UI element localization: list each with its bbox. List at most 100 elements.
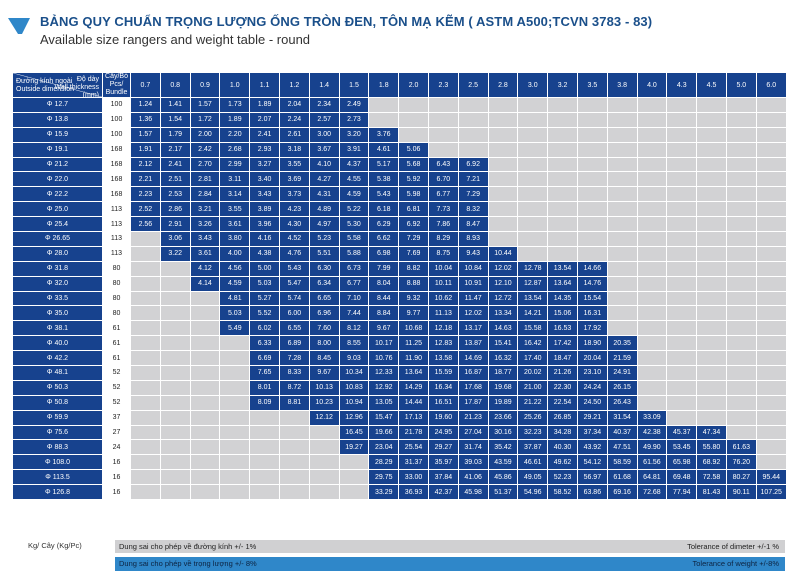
empty-cell xyxy=(666,97,698,113)
table-row: Φ 12.7 100 1.24 1.41 1.57 1.73 1.89 2.04 2.34 2.4… xyxy=(12,97,787,113)
weight-cell: 8.45 xyxy=(308,350,340,367)
weight-cell: 3.80 xyxy=(219,231,251,247)
weight-cell: 27.04 xyxy=(457,424,489,441)
empty-cell xyxy=(636,126,668,143)
empty-cell xyxy=(725,141,757,158)
empty-cell xyxy=(696,156,727,173)
weight-cell: 3.67 xyxy=(308,141,340,158)
empty-cell xyxy=(666,141,698,158)
weight-cell: 12.96 xyxy=(338,409,370,426)
weight-cell: 19.66 xyxy=(368,424,400,441)
empty-cell xyxy=(725,186,757,203)
weight-cell: 21.26 xyxy=(547,365,578,381)
empty-cell xyxy=(487,171,519,188)
weight-cell: 2.84 xyxy=(189,186,221,203)
empty-cell xyxy=(457,111,489,128)
outside-diameter-cell: Φ 42.2 xyxy=(12,350,103,367)
weight-cell: 18.77 xyxy=(487,365,519,381)
empty-cell xyxy=(725,409,757,426)
bundle-count-cell: 100 xyxy=(102,126,131,143)
empty-cell xyxy=(696,260,727,277)
weight-cell: 14.69 xyxy=(457,350,489,367)
weight-cell: 3.22 xyxy=(159,245,191,262)
weight-cell: 4.12 xyxy=(189,260,221,277)
weight-cell: 21.00 xyxy=(517,379,549,396)
table-row: Φ 42.2 61 6.69 7.28 8.45 9.03 10.76 11.90 13.58 1… xyxy=(12,350,787,367)
empty-cell xyxy=(696,97,727,113)
empty-cell xyxy=(308,424,340,441)
empty-cell xyxy=(755,111,787,128)
empty-cell xyxy=(219,379,251,396)
empty-cell xyxy=(696,320,727,337)
empty-cell xyxy=(130,439,161,456)
weight-cell: 8.93 xyxy=(457,231,489,247)
weight-cell: 4.55 xyxy=(338,171,370,188)
weight-cell: 8.29 xyxy=(427,231,459,247)
weight-cell: 2.41 xyxy=(249,126,280,143)
empty-cell xyxy=(189,469,221,486)
weight-cell: 12.87 xyxy=(517,275,549,292)
weight-cell: 8.00 xyxy=(308,335,340,352)
outside-diameter-cell: Φ 75.6 xyxy=(12,424,103,441)
weight-cell: 90.11 xyxy=(725,484,757,501)
weight-cell: 1.72 xyxy=(189,111,221,128)
weight-cell: 19.89 xyxy=(487,394,519,411)
tolerance-diameter-vi: Dung sai cho phép về đường kính +/- 1% xyxy=(119,542,257,551)
thickness-header: 1.5 xyxy=(338,72,370,98)
table-row: Φ 13.8 100 1.36 1.54 1.72 1.89 2.07 2.24 2.57 2.7… xyxy=(12,111,787,128)
empty-cell xyxy=(725,424,757,441)
weight-cell: 32.23 xyxy=(517,424,549,441)
empty-cell xyxy=(189,484,221,501)
weight-cell: 54.12 xyxy=(576,454,608,471)
empty-cell xyxy=(278,424,310,441)
weight-cell: 3.06 xyxy=(159,231,191,247)
weight-cell: 3.55 xyxy=(219,201,251,218)
empty-cell xyxy=(278,469,310,486)
empty-cell xyxy=(666,290,698,307)
empty-cell xyxy=(398,97,429,113)
weight-cell: 22.54 xyxy=(547,394,578,411)
empty-cell xyxy=(636,245,668,262)
empty-cell xyxy=(427,111,459,128)
weight-cell: 1.41 xyxy=(159,97,191,113)
weight-cell: 9.43 xyxy=(457,245,489,262)
tolerance-weight-en: Tolerance of weight +/-8% xyxy=(692,559,779,568)
weight-cell: 17.13 xyxy=(398,409,429,426)
empty-cell xyxy=(189,454,221,471)
outside-diameter-cell: Φ 38.1 xyxy=(12,320,103,337)
weight-cell: 7.29 xyxy=(457,186,489,203)
empty-cell xyxy=(755,260,787,277)
weight-cell: 3.55 xyxy=(278,156,310,173)
table-row: Φ 25.0 113 2.52 2.86 3.21 3.55 3.89 4.23 4.89 5.2… xyxy=(12,201,787,218)
weight-cell: 31.74 xyxy=(457,439,489,456)
weight-cell: 13.17 xyxy=(457,320,489,337)
empty-cell xyxy=(308,469,340,486)
empty-cell xyxy=(696,216,727,233)
bundle-count-cell: 113 xyxy=(102,216,131,233)
weight-cell: 2.81 xyxy=(189,171,221,188)
outside-diameter-cell: Φ 108.0 xyxy=(12,454,103,471)
empty-cell xyxy=(725,171,757,188)
weight-cell: 2.42 xyxy=(189,141,221,158)
weight-cell: 4.31 xyxy=(308,186,340,203)
weight-cell: 17.40 xyxy=(517,350,549,367)
empty-cell xyxy=(606,186,638,203)
weight-cell: 40.37 xyxy=(606,424,638,441)
empty-cell xyxy=(636,305,668,322)
weight-cell: 13.05 xyxy=(368,394,400,411)
weight-cell: 2.91 xyxy=(159,216,191,233)
weight-cell: 9.32 xyxy=(398,290,429,307)
weight-cell: 6.77 xyxy=(427,186,459,203)
weight-cell: 33.29 xyxy=(368,484,400,501)
weight-cell: 14.35 xyxy=(547,290,578,307)
bundle-count-cell: 113 xyxy=(102,245,131,262)
empty-cell xyxy=(696,231,727,247)
empty-cell xyxy=(189,394,221,411)
empty-cell xyxy=(606,320,638,337)
weight-cell: 34.28 xyxy=(547,424,578,441)
empty-cell xyxy=(159,469,191,486)
empty-cell xyxy=(636,365,668,381)
empty-cell xyxy=(517,171,549,188)
weight-cell: 5.03 xyxy=(219,305,251,322)
weight-cell: 8.84 xyxy=(368,305,400,322)
